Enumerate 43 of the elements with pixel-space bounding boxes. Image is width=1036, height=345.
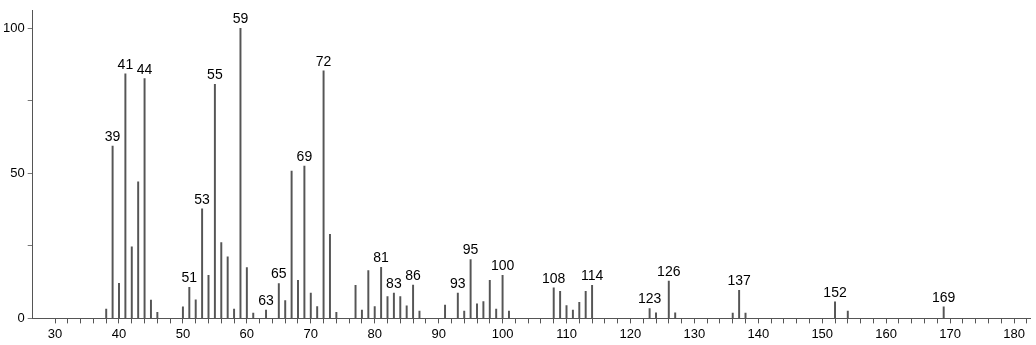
x-tick-label: 60 — [239, 325, 255, 341]
annotation: 86 — [405, 266, 422, 283]
annotation: 44 — [136, 60, 153, 77]
x-tick-label: 130 — [683, 325, 706, 341]
annotation: 59 — [232, 10, 249, 27]
x-tick-label: 160 — [875, 325, 898, 341]
x-tick-label: 30 — [47, 325, 63, 341]
annotation: 83 — [386, 275, 402, 292]
annotation: 169 — [932, 288, 956, 305]
annotation: 137 — [727, 272, 752, 289]
annotation: 100 — [490, 257, 515, 274]
x-tick-label: 140 — [747, 325, 770, 341]
annotation: 51 — [181, 269, 198, 286]
y-tick-label: 0 — [17, 309, 25, 325]
y-tick-label: 50 — [10, 164, 25, 180]
x-tick-label: 90 — [431, 325, 446, 341]
x-tick-label: 70 — [303, 325, 319, 341]
annotation: 93 — [450, 275, 466, 292]
annotation: 69 — [296, 147, 313, 164]
annotation: 152 — [823, 283, 847, 300]
x-tick-label: 110 — [556, 325, 577, 341]
annotation: 126 — [657, 262, 681, 279]
annotation: 108 — [542, 269, 566, 286]
annotation: 63 — [258, 291, 275, 308]
x-tick-label: 120 — [619, 325, 642, 341]
annotation: 41 — [117, 55, 134, 72]
annotation: 39 — [104, 127, 121, 144]
y-tick-label: 100 — [2, 19, 25, 35]
x-tick-label: 50 — [175, 325, 191, 341]
x-tick-label: 180 — [1003, 325, 1025, 341]
annotation: 95 — [462, 241, 479, 258]
annotation: 65 — [271, 265, 287, 282]
annotation: 55 — [207, 66, 223, 83]
annotation: 72 — [315, 52, 332, 69]
annotation: 53 — [194, 190, 211, 207]
x-tick-label: 80 — [367, 325, 382, 341]
annotation: 123 — [637, 290, 662, 307]
x-tick-label: 40 — [111, 325, 127, 341]
x-tick-label: 170 — [939, 325, 961, 341]
x-tick-label: 150 — [811, 325, 834, 341]
x-tick-label: 100 — [491, 325, 514, 341]
annotation: 114 — [580, 267, 604, 284]
annotation: 81 — [373, 249, 390, 266]
